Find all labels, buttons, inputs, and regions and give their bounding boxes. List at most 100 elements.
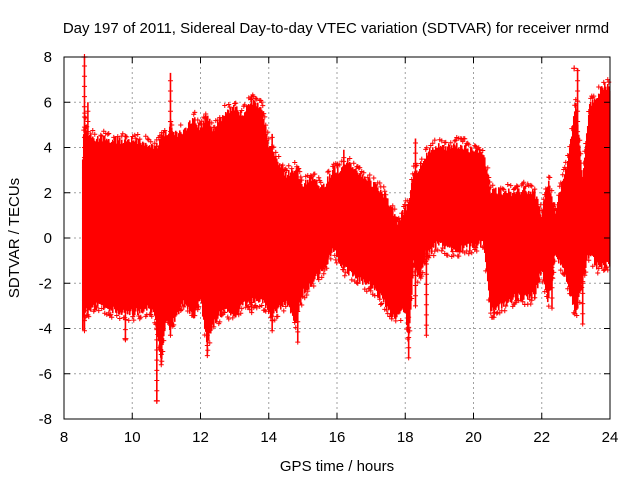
data-point <box>85 312 91 318</box>
data-point <box>367 172 373 178</box>
data-point <box>167 200 173 206</box>
data-point <box>319 274 325 280</box>
outlier-point <box>122 335 129 342</box>
data-point <box>154 204 160 210</box>
data-point <box>295 207 301 213</box>
data-point <box>491 243 497 249</box>
data-point <box>154 306 160 312</box>
data-point <box>298 174 304 180</box>
outlier-point <box>153 397 160 404</box>
data-point <box>122 174 128 180</box>
data-point <box>105 131 111 137</box>
data-point <box>439 138 445 144</box>
data-point <box>549 305 555 311</box>
data-point <box>580 178 586 184</box>
data-point <box>412 232 418 238</box>
data-point <box>162 127 168 133</box>
data-point <box>347 156 353 162</box>
data-point <box>137 136 143 142</box>
data-point <box>333 257 339 263</box>
data-point <box>131 317 137 323</box>
data-point <box>379 300 385 306</box>
data-point <box>412 201 418 207</box>
data-point <box>419 273 425 279</box>
data-point <box>341 195 347 201</box>
data-point <box>276 154 282 160</box>
data-point <box>135 131 141 137</box>
data-point <box>280 162 286 168</box>
data-point <box>85 271 91 277</box>
data-point <box>514 183 520 189</box>
data-point <box>130 314 136 320</box>
data-point <box>249 310 255 316</box>
data-point <box>81 114 87 120</box>
data-point <box>195 117 201 123</box>
data-point <box>398 318 404 324</box>
data-point <box>122 235 128 241</box>
data-point <box>575 180 581 186</box>
data-point <box>81 124 87 130</box>
data-point <box>439 248 445 254</box>
data-point <box>295 217 301 223</box>
data-point <box>154 225 160 231</box>
data-point <box>122 266 128 272</box>
data-point <box>549 244 555 250</box>
data-point <box>263 308 269 314</box>
data-point <box>85 251 91 257</box>
data-point <box>154 184 160 190</box>
x-tick-label: 8 <box>60 429 68 446</box>
data-point <box>580 270 586 276</box>
data-point <box>158 199 164 205</box>
chart-title: Day 197 of 2011, Sidereal Day-to-day VTE… <box>63 20 609 37</box>
data-point <box>204 241 210 247</box>
data-point <box>423 180 429 186</box>
data-point <box>122 286 128 292</box>
data-point <box>580 321 586 327</box>
data-point <box>249 187 255 193</box>
data-point <box>281 308 287 314</box>
data-point <box>393 318 399 324</box>
data-point <box>249 177 255 183</box>
data-point <box>249 96 255 102</box>
data-point <box>406 324 412 330</box>
data-point <box>81 63 87 69</box>
data-point <box>412 150 418 156</box>
data-point <box>122 255 128 261</box>
data-point <box>94 305 100 311</box>
data-point <box>406 243 412 249</box>
data-point <box>501 187 507 193</box>
data-point <box>154 286 160 292</box>
data-point <box>272 317 278 323</box>
data-point <box>219 312 225 318</box>
data-point <box>167 292 173 298</box>
data-point <box>324 265 330 271</box>
data-point <box>299 177 305 183</box>
data-point <box>167 332 173 338</box>
data-point <box>204 139 210 145</box>
data-point <box>552 258 558 264</box>
data-point <box>154 235 160 241</box>
data-point <box>580 209 586 215</box>
data-point <box>154 255 160 261</box>
data-point <box>148 139 154 145</box>
data-point <box>196 304 202 310</box>
data-point <box>549 264 555 270</box>
data-point <box>295 247 301 253</box>
data-point <box>295 309 301 315</box>
data-point <box>81 256 87 262</box>
data-point <box>158 219 164 225</box>
data-point <box>204 251 210 257</box>
data-point <box>321 271 327 277</box>
data-point <box>423 241 429 247</box>
data-point <box>81 134 87 140</box>
data-point <box>269 236 275 242</box>
data-point <box>575 129 581 135</box>
data-point <box>85 129 91 135</box>
data-point <box>85 261 91 267</box>
data-point <box>154 296 160 302</box>
data-point <box>532 295 538 301</box>
data-point <box>249 269 255 275</box>
data-point <box>158 168 164 174</box>
data-point <box>122 327 128 333</box>
data-point <box>154 327 160 333</box>
